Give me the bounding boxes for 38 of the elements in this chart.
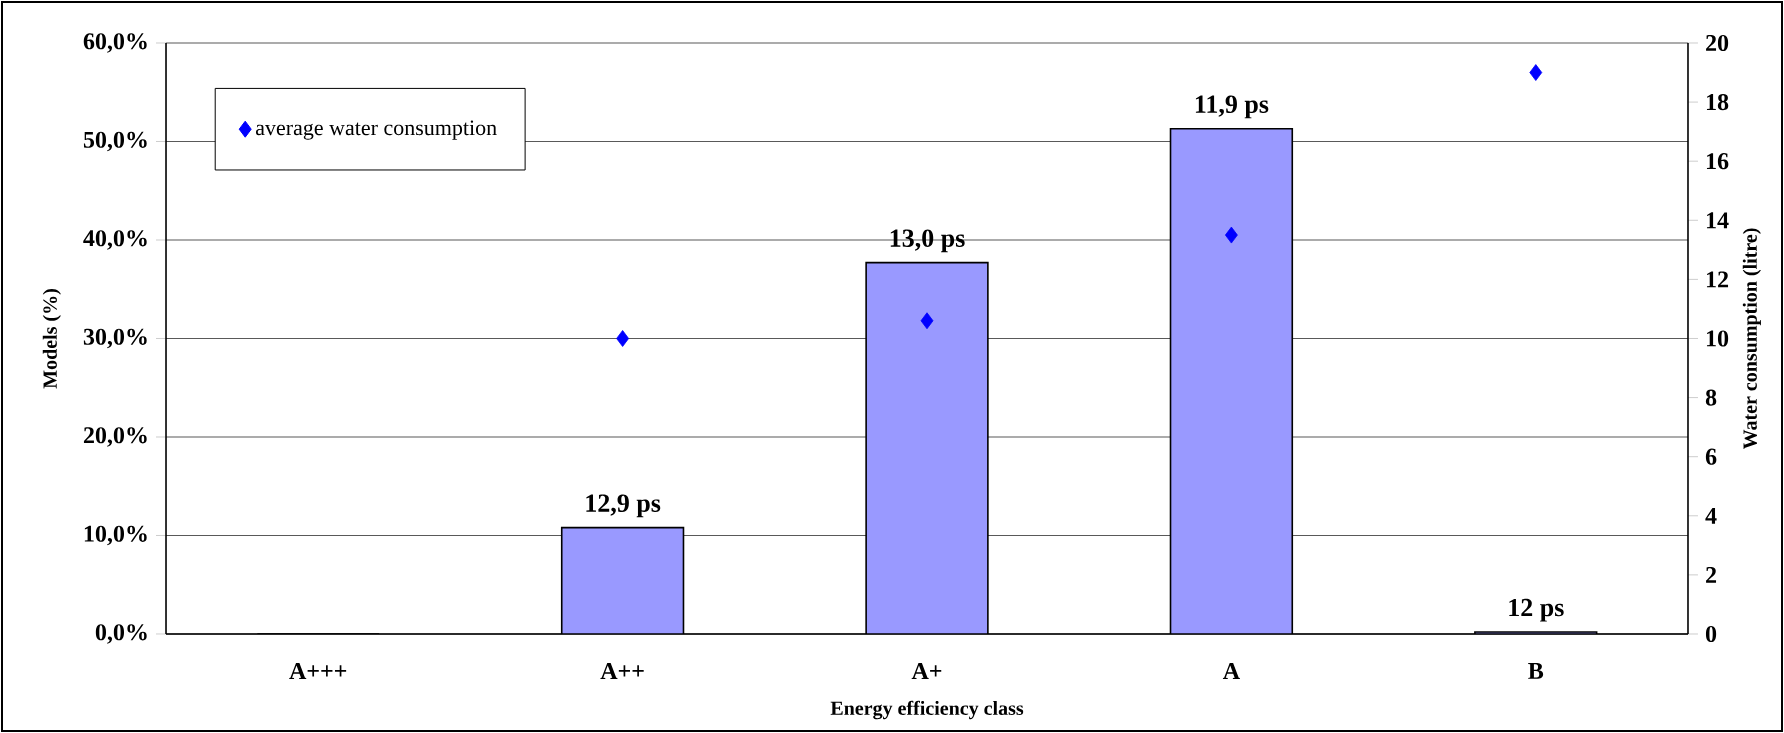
y-tick-label: 10,0% [84,525,147,546]
x-tick-label: B [1528,663,1544,679]
x-tick-label: A++ [600,663,644,679]
x-tick-label: A+ [911,663,942,679]
y2-tick-label: 18 [1706,93,1729,111]
y2-tick-label: 10 [1706,330,1729,347]
x-tick-label: A+++ [289,663,347,679]
bar [1170,128,1293,634]
y-tick-label: 60,0% [83,33,147,53]
y2-tick-label: 2 [1706,566,1717,583]
x-axis-title: Energy efficiency class [830,700,1024,720]
y2-tick-label: 8 [1705,389,1717,406]
point [920,312,934,330]
x-tick-label: A [1222,663,1240,679]
y2-tick-label: 20 [1706,34,1729,52]
annotation: 12 ps [1509,598,1564,622]
y-axis-title: Models (%) [42,289,61,389]
y2-tick-label: 4 [1705,507,1717,524]
y-tick-label: 0,0% [95,624,147,644]
y-tick-label: 20,0% [83,427,147,447]
annotation: 11,9 ps [1195,95,1269,119]
point [616,330,630,347]
bar [866,262,988,634]
y-tick-label: 40,0% [83,230,147,250]
point [1529,64,1543,81]
y2-tick-label: 14 [1706,212,1729,229]
y2-tick-label: 16 [1706,153,1729,170]
legend-label: average water consumption [256,120,497,140]
y2-tick-label: 12 [1706,271,1729,288]
bar [561,527,684,634]
annotation: 12,9 ps [586,494,661,518]
y2-axis-title: Water consumption (litre) [1742,228,1761,450]
point [1225,226,1238,244]
y-tick-label: 50,0% [83,131,147,152]
y2-tick-label: 0 [1705,625,1717,643]
y2-tick-label: 6 [1705,448,1717,465]
y-tick-label: 30,0% [83,328,147,349]
annotation: 13,0 ps [890,229,965,253]
